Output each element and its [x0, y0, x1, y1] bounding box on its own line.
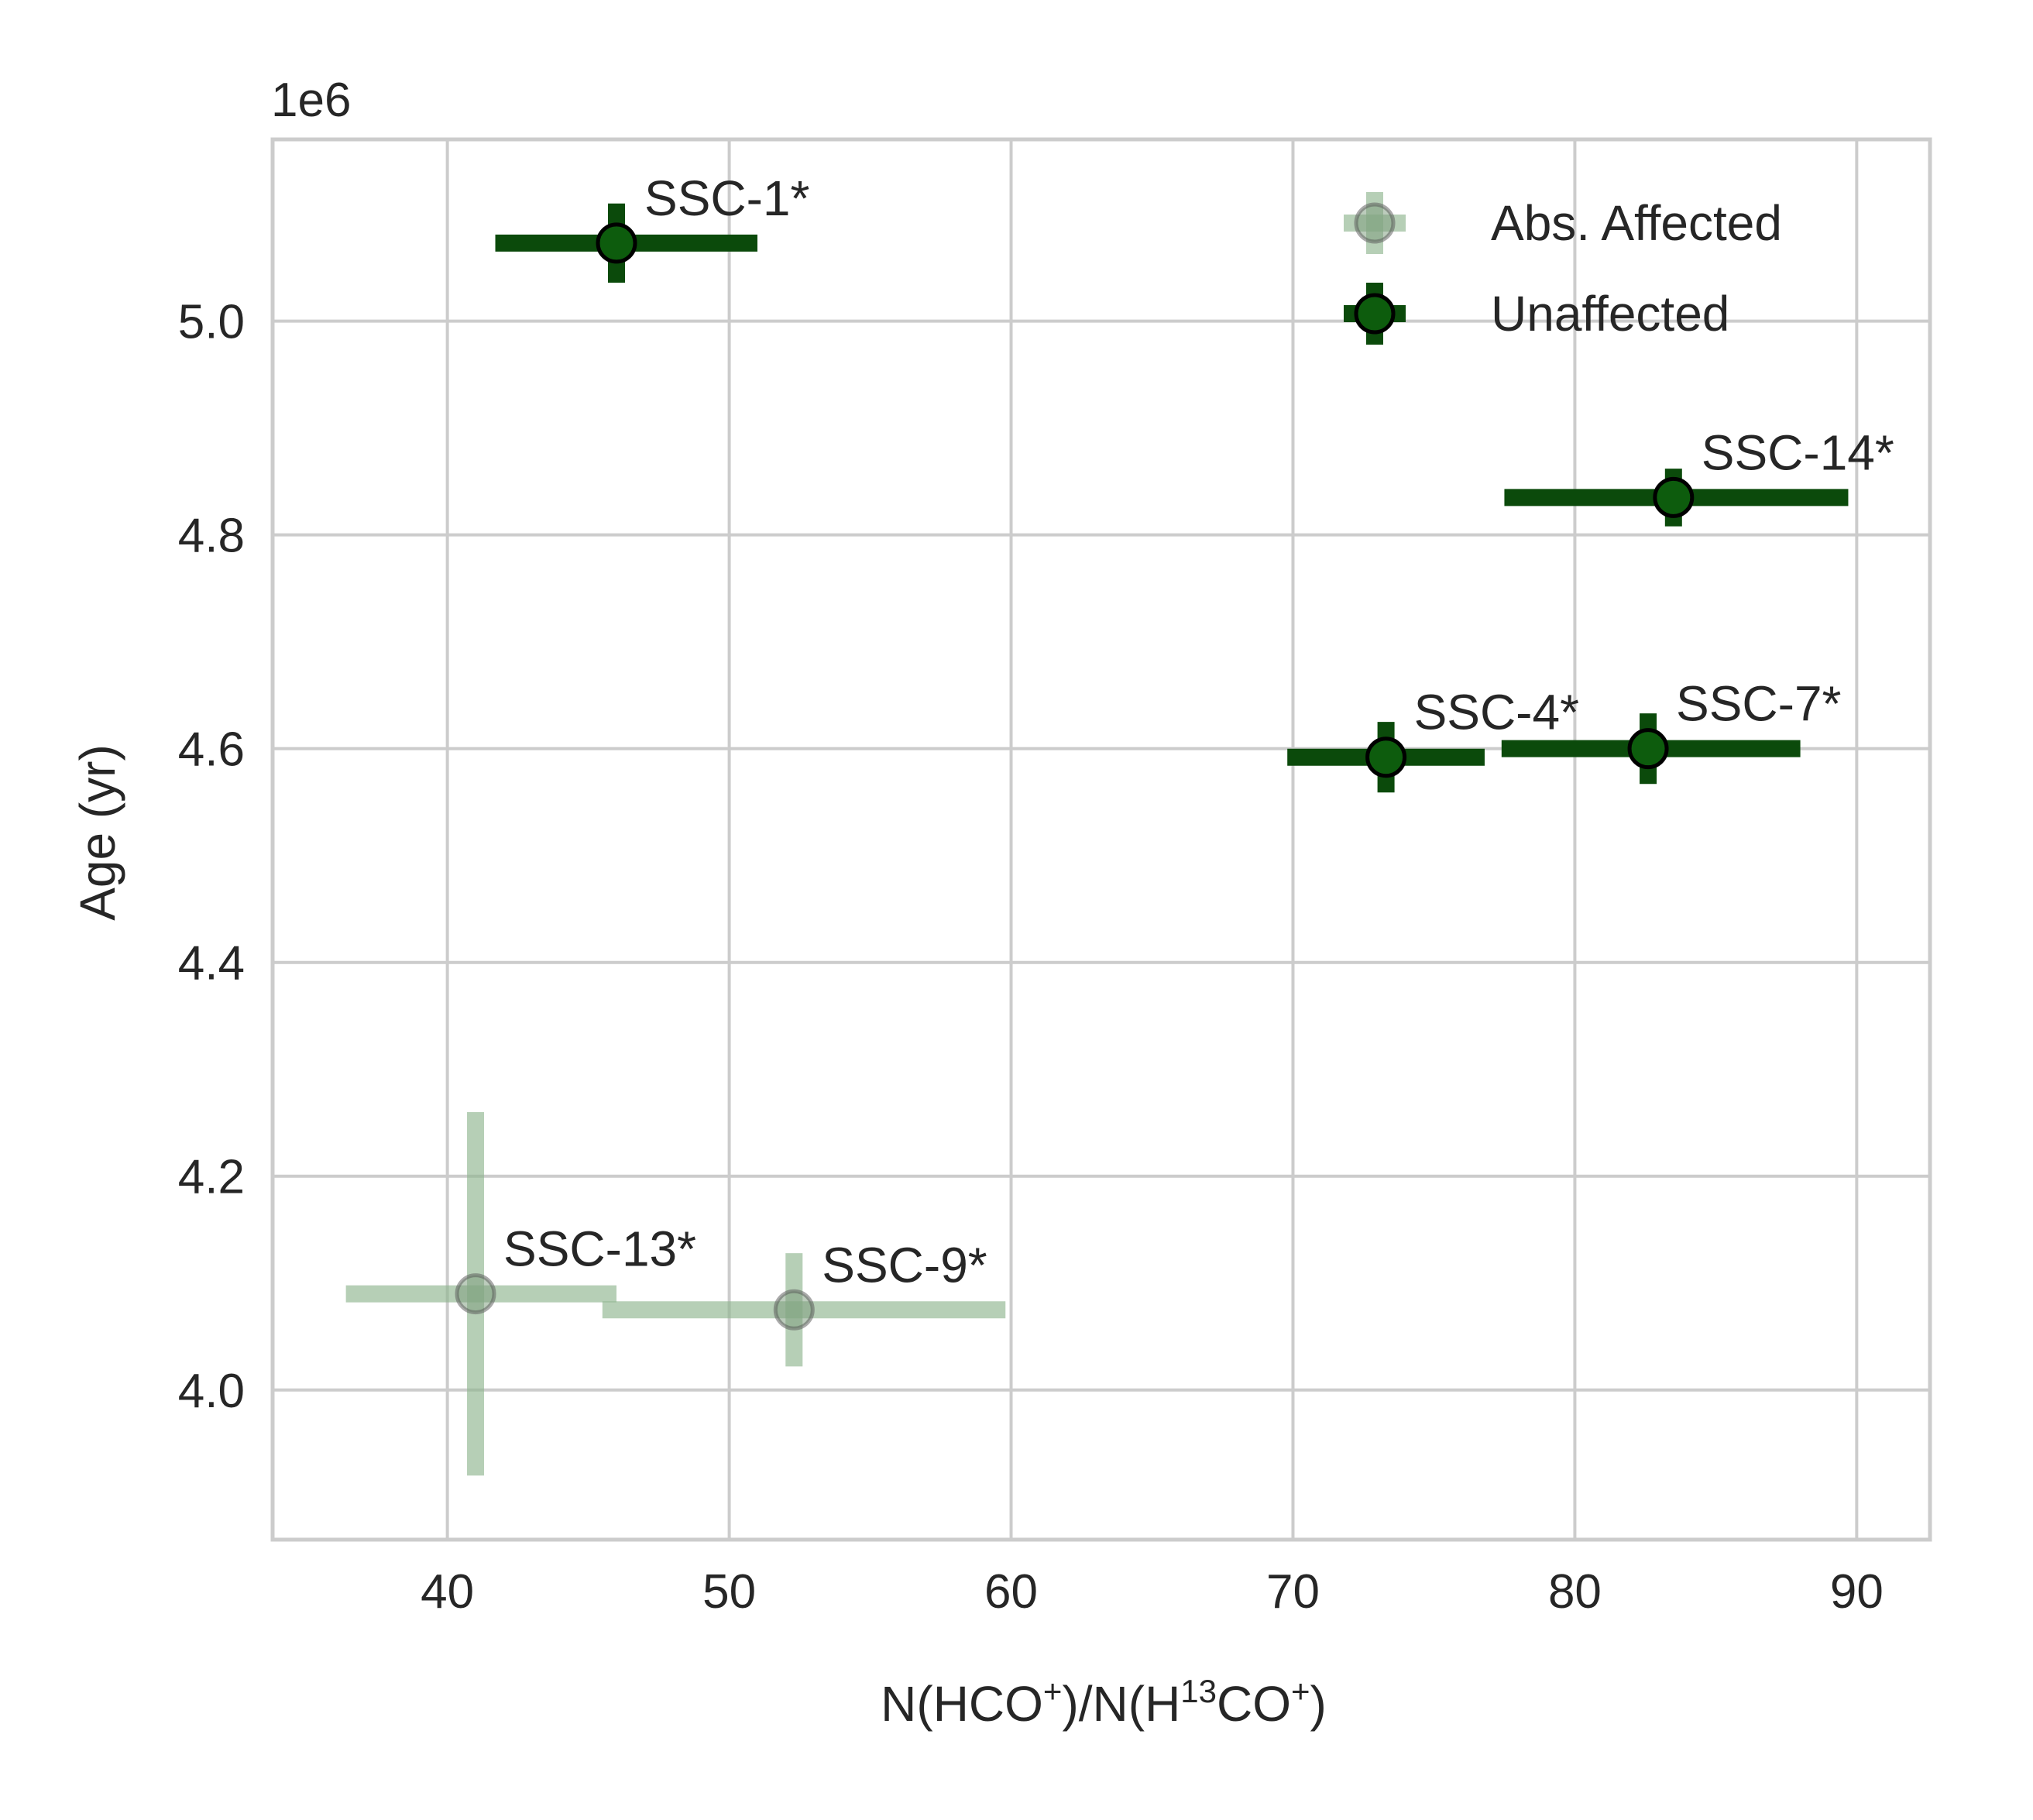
legend-label-unaffected: Unaffected [1491, 286, 1729, 342]
plot-frame-layer [270, 137, 1932, 1542]
x-tick-label: 80 [1548, 1565, 1602, 1619]
x-axis-label-sup: + [1043, 1673, 1063, 1709]
y-tick-label: 4.8 [178, 510, 245, 563]
y-tick-label: 5.0 [178, 296, 245, 349]
legend-marker [1354, 293, 1396, 335]
x-tick-label: 90 [1830, 1565, 1884, 1619]
y-axis-label: Age (yr) [70, 744, 125, 921]
y-tick-label: 4.4 [178, 937, 245, 991]
data-point [1501, 713, 1801, 785]
point-label: SSC-4* [1414, 685, 1579, 740]
marker [1365, 737, 1407, 778]
legend-affected-marker [1344, 192, 1406, 254]
x-axis-label-part: N(HCO [881, 1676, 1043, 1732]
legend-unaffected-marker [1344, 283, 1406, 345]
plot-frame [270, 137, 1932, 1542]
tick-labels-layer: 40 50 60 70 80 90 4.0 4.2 4.4 4.6 4.8 5.0 [178, 296, 1884, 1619]
affected-series-layer [345, 1111, 1006, 1476]
x-tick-label: 40 [421, 1565, 474, 1619]
data-point [495, 203, 757, 283]
marker [1627, 728, 1669, 770]
y-tick-label: 4.6 [178, 723, 245, 777]
legend-label-affected: Abs. Affected [1491, 195, 1782, 251]
x-axis-label-part: ) [1310, 1676, 1327, 1732]
marker [455, 1273, 496, 1315]
point-label: SSC-13* [503, 1221, 696, 1277]
x-axis-label: N(HCO+)/N(H13CO+) [881, 1673, 1327, 1732]
x-tick-label: 50 [702, 1565, 756, 1619]
x-axis-label-sup: + [1291, 1673, 1310, 1709]
marker [773, 1289, 815, 1331]
point-label: SSC-1* [644, 170, 809, 226]
data-point [1504, 469, 1849, 527]
data-point [1287, 722, 1485, 793]
point-labels-layer: SSC-13* SSC-9* SSC-1* SSC-14* SSC-4* SSC-7* [503, 170, 1894, 1293]
point-label: SSC-14* [1702, 424, 1894, 480]
marker [596, 222, 637, 264]
unaffected-series-layer [495, 203, 1849, 793]
x-axis-label-part: CO [1217, 1676, 1291, 1732]
x-tick-label: 70 [1266, 1565, 1320, 1619]
point-label: SSC-7* [1676, 676, 1841, 732]
data-point [602, 1253, 1006, 1367]
point-label: SSC-9* [822, 1237, 987, 1293]
marker [1653, 476, 1695, 518]
y-offset-text: 1e6 [271, 74, 351, 127]
x-axis-label-part: )/N(H [1062, 1676, 1180, 1732]
x-axis-label-sup: 13 [1180, 1673, 1217, 1709]
data-point [345, 1111, 617, 1476]
legend: Abs. Affected Unaffected [1344, 192, 1782, 345]
grid-layer [273, 139, 1930, 1540]
x-tick-label: 60 [984, 1565, 1038, 1619]
y-tick-label: 4.0 [178, 1365, 245, 1418]
y-tick-label: 4.2 [178, 1151, 245, 1204]
legend-marker [1354, 202, 1396, 244]
